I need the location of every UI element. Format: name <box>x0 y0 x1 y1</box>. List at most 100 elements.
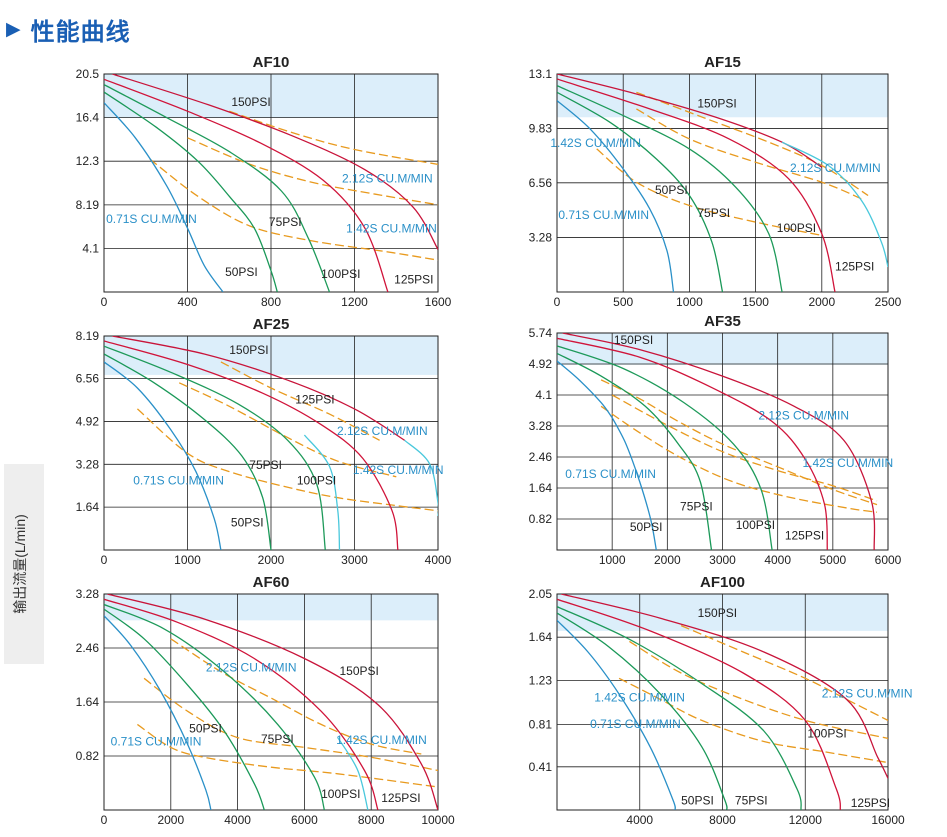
scfm-curve <box>136 408 438 512</box>
triangle-arrow-icon: ▶ <box>6 18 21 40</box>
pressure-label: 150PSI <box>231 95 270 109</box>
y-tick-label: 0.82 <box>76 749 100 763</box>
plot-frame <box>103 593 439 811</box>
x-tick-label: 1600 <box>425 295 452 309</box>
chart-title: AF10 <box>253 54 290 71</box>
psi-curve-75 <box>557 352 713 550</box>
x-tick-label: 12000 <box>789 813 823 827</box>
psi-curve-75 <box>104 91 278 292</box>
pressure-label: 125PSI <box>394 272 433 286</box>
psi-curve-100 <box>557 606 802 810</box>
chart-af25: AF25 0 1000 2000 3000 4000 1.64 3.28 4.92 6.56 8.1… <box>76 316 452 567</box>
y-tick-label: 5.74 <box>529 326 553 340</box>
psi-curve-75 <box>557 612 728 810</box>
psi-curve-50 <box>557 360 613 419</box>
pressure-label: 150PSI <box>697 96 736 110</box>
psi-curve-150 <box>560 594 888 779</box>
y-tick-label: 13.1 <box>529 67 553 81</box>
flow-rate-label: 2.12S CU.M/MIN <box>790 161 881 175</box>
y-tick-label: 16.4 <box>76 111 100 125</box>
y-tick-label: 4.1 <box>82 241 99 255</box>
scfm-curve <box>143 677 438 772</box>
psi-curve-75 <box>104 353 272 550</box>
psi-curve-125 <box>104 598 379 810</box>
y-tick-label: 6.56 <box>529 176 553 190</box>
flow-rate-label: 0.71S CU.M/MIN <box>111 734 202 748</box>
psi-curve-150 <box>562 333 876 550</box>
psi-curve-50 <box>104 361 222 550</box>
pressure-label: 50PSI <box>655 183 688 197</box>
y-tick-label: 12.3 <box>76 154 100 168</box>
chart-af35: AF35 1000 2000 3000 4000 5000 6000 0.82 1.64 2.46… <box>529 313 902 567</box>
y-tick-label: 8.19 <box>76 329 100 343</box>
psi-curve-100 <box>104 84 331 292</box>
y-tick-label: 6.56 <box>76 372 100 386</box>
x-tick-label: 0 <box>101 813 108 827</box>
scfm-curve <box>187 137 438 206</box>
scfm-curve <box>680 625 888 721</box>
x-tick-label: 0 <box>101 295 108 309</box>
x-tick-label: 2000 <box>157 813 184 827</box>
x-tick-label: 500 <box>613 295 633 309</box>
y-tick-label: 2.46 <box>76 641 100 655</box>
page-title: 性能曲线 <box>30 18 131 46</box>
flow-rate-label: 1.42S CU.M/MIN <box>346 221 437 235</box>
pressure-label: 100PSI <box>321 787 360 801</box>
pressure-label: 50PSI <box>225 265 258 279</box>
psi-curve-50 <box>557 619 676 810</box>
x-tick-label: 2000 <box>654 553 681 567</box>
pressure-label: 50PSI <box>189 721 222 735</box>
chart-af10: AF10 0 400 800 1200 1600 4.1 8.19 12.3 16.4 20.5 15… <box>76 54 452 309</box>
chart-af60: AF60 0 2000 4000 6000 8000 10000 0.82 1.64 2.46 3.… <box>76 574 455 827</box>
chart-title: AF25 <box>253 316 290 333</box>
psi-curve-125 <box>104 78 389 292</box>
flow-rate-label: 2.12S CU.M/MIN <box>822 686 913 700</box>
psi-curve-150 <box>107 594 438 810</box>
x-tick-label: 4000 <box>764 553 791 567</box>
scfm-curve <box>618 677 888 764</box>
psi-curve-150 <box>112 74 438 250</box>
x-tick-label: 1200 <box>341 295 368 309</box>
psi-curve-150 <box>112 336 405 441</box>
flow-rate-label: 0.71S CU.M/MIN <box>133 474 224 488</box>
flow-rate-label: 1.42S CU.M/MIN <box>336 733 427 747</box>
psi-curve-100 <box>104 345 326 550</box>
psi-curve-125 <box>557 337 828 550</box>
x-tick-label: 16000 <box>871 813 905 827</box>
plot-frame <box>103 73 439 293</box>
psi-curve-75 <box>557 91 724 292</box>
plot-frame <box>556 332 889 551</box>
scfm-curve <box>178 382 397 478</box>
x-tick-label: 3000 <box>341 553 368 567</box>
pressure-label: 100PSI <box>297 474 336 488</box>
pressure-label: 100PSI <box>736 518 775 532</box>
x-tick-label: 2000 <box>258 553 285 567</box>
flow-rate-label: 0.71S CU.M/MIN <box>590 717 681 731</box>
x-tick-label: 2500 <box>875 295 902 309</box>
x-tick-label: 1000 <box>599 553 626 567</box>
y-tick-label: 3.28 <box>529 419 553 433</box>
y-axis-label: 输出流量(L/min) <box>12 514 28 614</box>
x-tick-label: 0 <box>101 553 108 567</box>
scfm-curve <box>636 108 862 200</box>
flow-rate-label: 1.42S CU.M/MIN <box>550 136 641 150</box>
psi-curve-c1 <box>781 141 888 268</box>
y-tick-label: 2.46 <box>529 450 553 464</box>
pressure-label: 75PSI <box>261 732 294 746</box>
flow-rate-label: 1.42S CU.M/MIN <box>594 690 685 704</box>
page-header: ▶ 性能曲线 <box>6 14 131 46</box>
psi-curve-75 <box>104 608 265 810</box>
scfm-curve <box>170 638 422 755</box>
pressure-label: 75PSI <box>269 215 302 229</box>
psi-curve-c1 <box>303 434 341 550</box>
x-tick-label: 3000 <box>709 553 736 567</box>
x-tick-label: 4000 <box>626 813 653 827</box>
x-tick-label: 6000 <box>875 553 902 567</box>
scfm-curve <box>149 158 438 261</box>
psi-curve-c1 <box>611 417 657 550</box>
chart-title: AF60 <box>253 574 290 591</box>
chart-af15: AF15 0 500 1000 1500 2000 2500 3.28 6.56 9.83 13.1… <box>529 54 902 309</box>
x-tick-label: 400 <box>177 295 197 309</box>
y-tick-label: 0.81 <box>529 718 553 732</box>
pressure-label: 125PSI <box>835 259 874 273</box>
